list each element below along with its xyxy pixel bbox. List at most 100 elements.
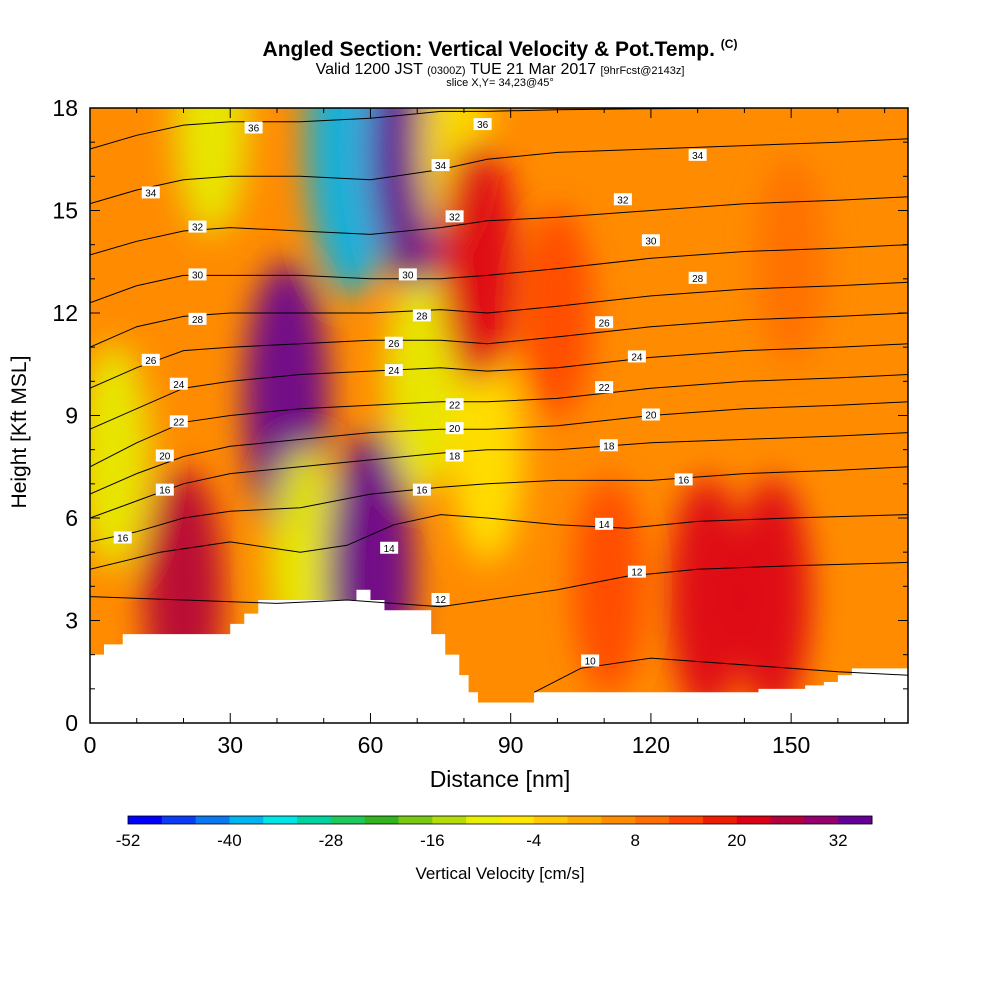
contour-label: 16	[674, 473, 693, 486]
contour-label-bg	[412, 309, 431, 322]
contour-label-text: 16	[117, 534, 129, 545]
theta-contour-28	[90, 281, 908, 348]
contour-label-bg	[384, 336, 403, 349]
contour-label-bg	[188, 312, 207, 325]
contour-label: 22	[169, 415, 188, 428]
colorbar-tick-label: -28	[319, 831, 344, 850]
contour-label-text: 22	[449, 400, 461, 411]
contour-label-bg	[613, 193, 632, 206]
contour-label-bg	[445, 210, 464, 223]
contour-label-bg	[688, 271, 707, 284]
contour-label: 34	[141, 186, 160, 199]
contour-label-text: 18	[449, 452, 461, 463]
contour-label: 18	[599, 439, 618, 452]
contour-label-text: 10	[585, 657, 597, 668]
contour-label: 30	[641, 234, 660, 247]
slice-label: slice X,Y= 34,23@45°	[446, 77, 554, 89]
contour-label-bg	[473, 118, 492, 131]
contour-label: 34	[431, 159, 450, 172]
contour-label-bg	[141, 353, 160, 366]
contour-label-bg	[155, 449, 174, 462]
colorbar-swatch	[432, 816, 467, 824]
y-tick-label: 3	[65, 608, 78, 634]
contour-label-text: 22	[173, 417, 185, 428]
contour-label: 14	[595, 517, 614, 531]
colorbar-tick-label: -52	[116, 831, 141, 850]
contour-label-text: 24	[631, 352, 643, 363]
velocity-cell	[438, 139, 517, 384]
terrain-mask	[90, 589, 908, 723]
contour-label-bg	[445, 422, 464, 435]
contour-label-bg	[674, 473, 693, 486]
theta-contour-30	[90, 244, 908, 304]
contour-label-text: 14	[384, 544, 396, 555]
colorbar-swatch	[398, 816, 433, 824]
velocity-cell	[734, 477, 811, 716]
contour-label: 16	[113, 531, 132, 545]
y-tick-label: 9	[65, 403, 78, 429]
colorbar-frame	[127, 815, 873, 825]
contour-label-bg	[141, 186, 160, 199]
contour-label-bg	[581, 654, 600, 667]
contour-label-bg	[595, 381, 614, 394]
contour-label-text: 12	[631, 568, 643, 579]
contour-label: 20	[155, 449, 174, 463]
contour-label-text: 20	[645, 411, 657, 422]
contour-label-bg	[595, 316, 614, 329]
contour-label-text: 30	[192, 270, 204, 281]
colorbar-swatch	[838, 816, 873, 824]
colorbar-swatch	[601, 816, 636, 824]
contour-label-text: 32	[192, 223, 204, 234]
theta-contour-36	[90, 108, 908, 150]
contour-label-text: 20	[449, 424, 461, 435]
contour-label-bg	[244, 121, 263, 134]
contour-label-text: 16	[416, 486, 428, 497]
colorbar-tick-label: -40	[217, 831, 242, 850]
contour-label-bg	[445, 398, 464, 411]
colorbar-swatch	[500, 816, 535, 824]
contour-label-text: 12	[435, 595, 447, 606]
contour-label-bg	[380, 541, 399, 554]
contour-label-text: 24	[173, 380, 185, 391]
colorbar-swatch	[161, 816, 197, 824]
contour-label: 12	[431, 593, 450, 606]
contour-label-text: 26	[145, 356, 157, 367]
x-tick-label: 150	[772, 732, 810, 758]
contour-label: 24	[384, 364, 403, 377]
colorbar-swatch	[195, 816, 230, 824]
contour-label-text: 34	[435, 161, 447, 172]
contour-label-text: 28	[416, 311, 428, 322]
contour-label-bg	[188, 268, 207, 281]
contour-label: 28	[188, 312, 207, 326]
colorbar-tick-label: -16	[420, 831, 445, 850]
colorbar-label: Vertical Velocity [cm/s]	[415, 864, 585, 883]
contour-label: 26	[595, 316, 614, 329]
colorbar-swatch	[330, 816, 366, 824]
colorbar-swatch	[364, 816, 400, 824]
y-tick-label: 0	[65, 710, 78, 736]
contour-label: 32	[613, 193, 632, 206]
colorbar-swatch	[702, 816, 738, 824]
colorbar-swatch	[297, 816, 332, 824]
contour-label: 26	[384, 336, 403, 350]
y-axis-label: Height [Kft MSL]	[8, 355, 31, 509]
x-tick-label: 30	[217, 732, 243, 758]
contour-label: 32	[445, 210, 464, 223]
contour-label: 20	[641, 408, 660, 422]
colorbar-swatch	[669, 816, 704, 824]
contour-label-bg	[155, 483, 174, 496]
y-tick-label: 15	[52, 198, 78, 224]
contour-label-bg	[599, 439, 618, 452]
contour-label: 32	[188, 220, 207, 234]
colorbar-swatch	[567, 816, 602, 824]
contour-label-text: 16	[678, 475, 690, 486]
theta-contour-20	[90, 401, 908, 495]
y-tick-label: 6	[65, 505, 78, 531]
contour-label-bg	[627, 565, 646, 578]
theta-contour-12	[90, 561, 908, 608]
contour-label: 16	[155, 483, 174, 497]
contour-label: 12	[627, 565, 646, 579]
velocity-cell	[451, 350, 523, 563]
terrain	[90, 589, 908, 723]
